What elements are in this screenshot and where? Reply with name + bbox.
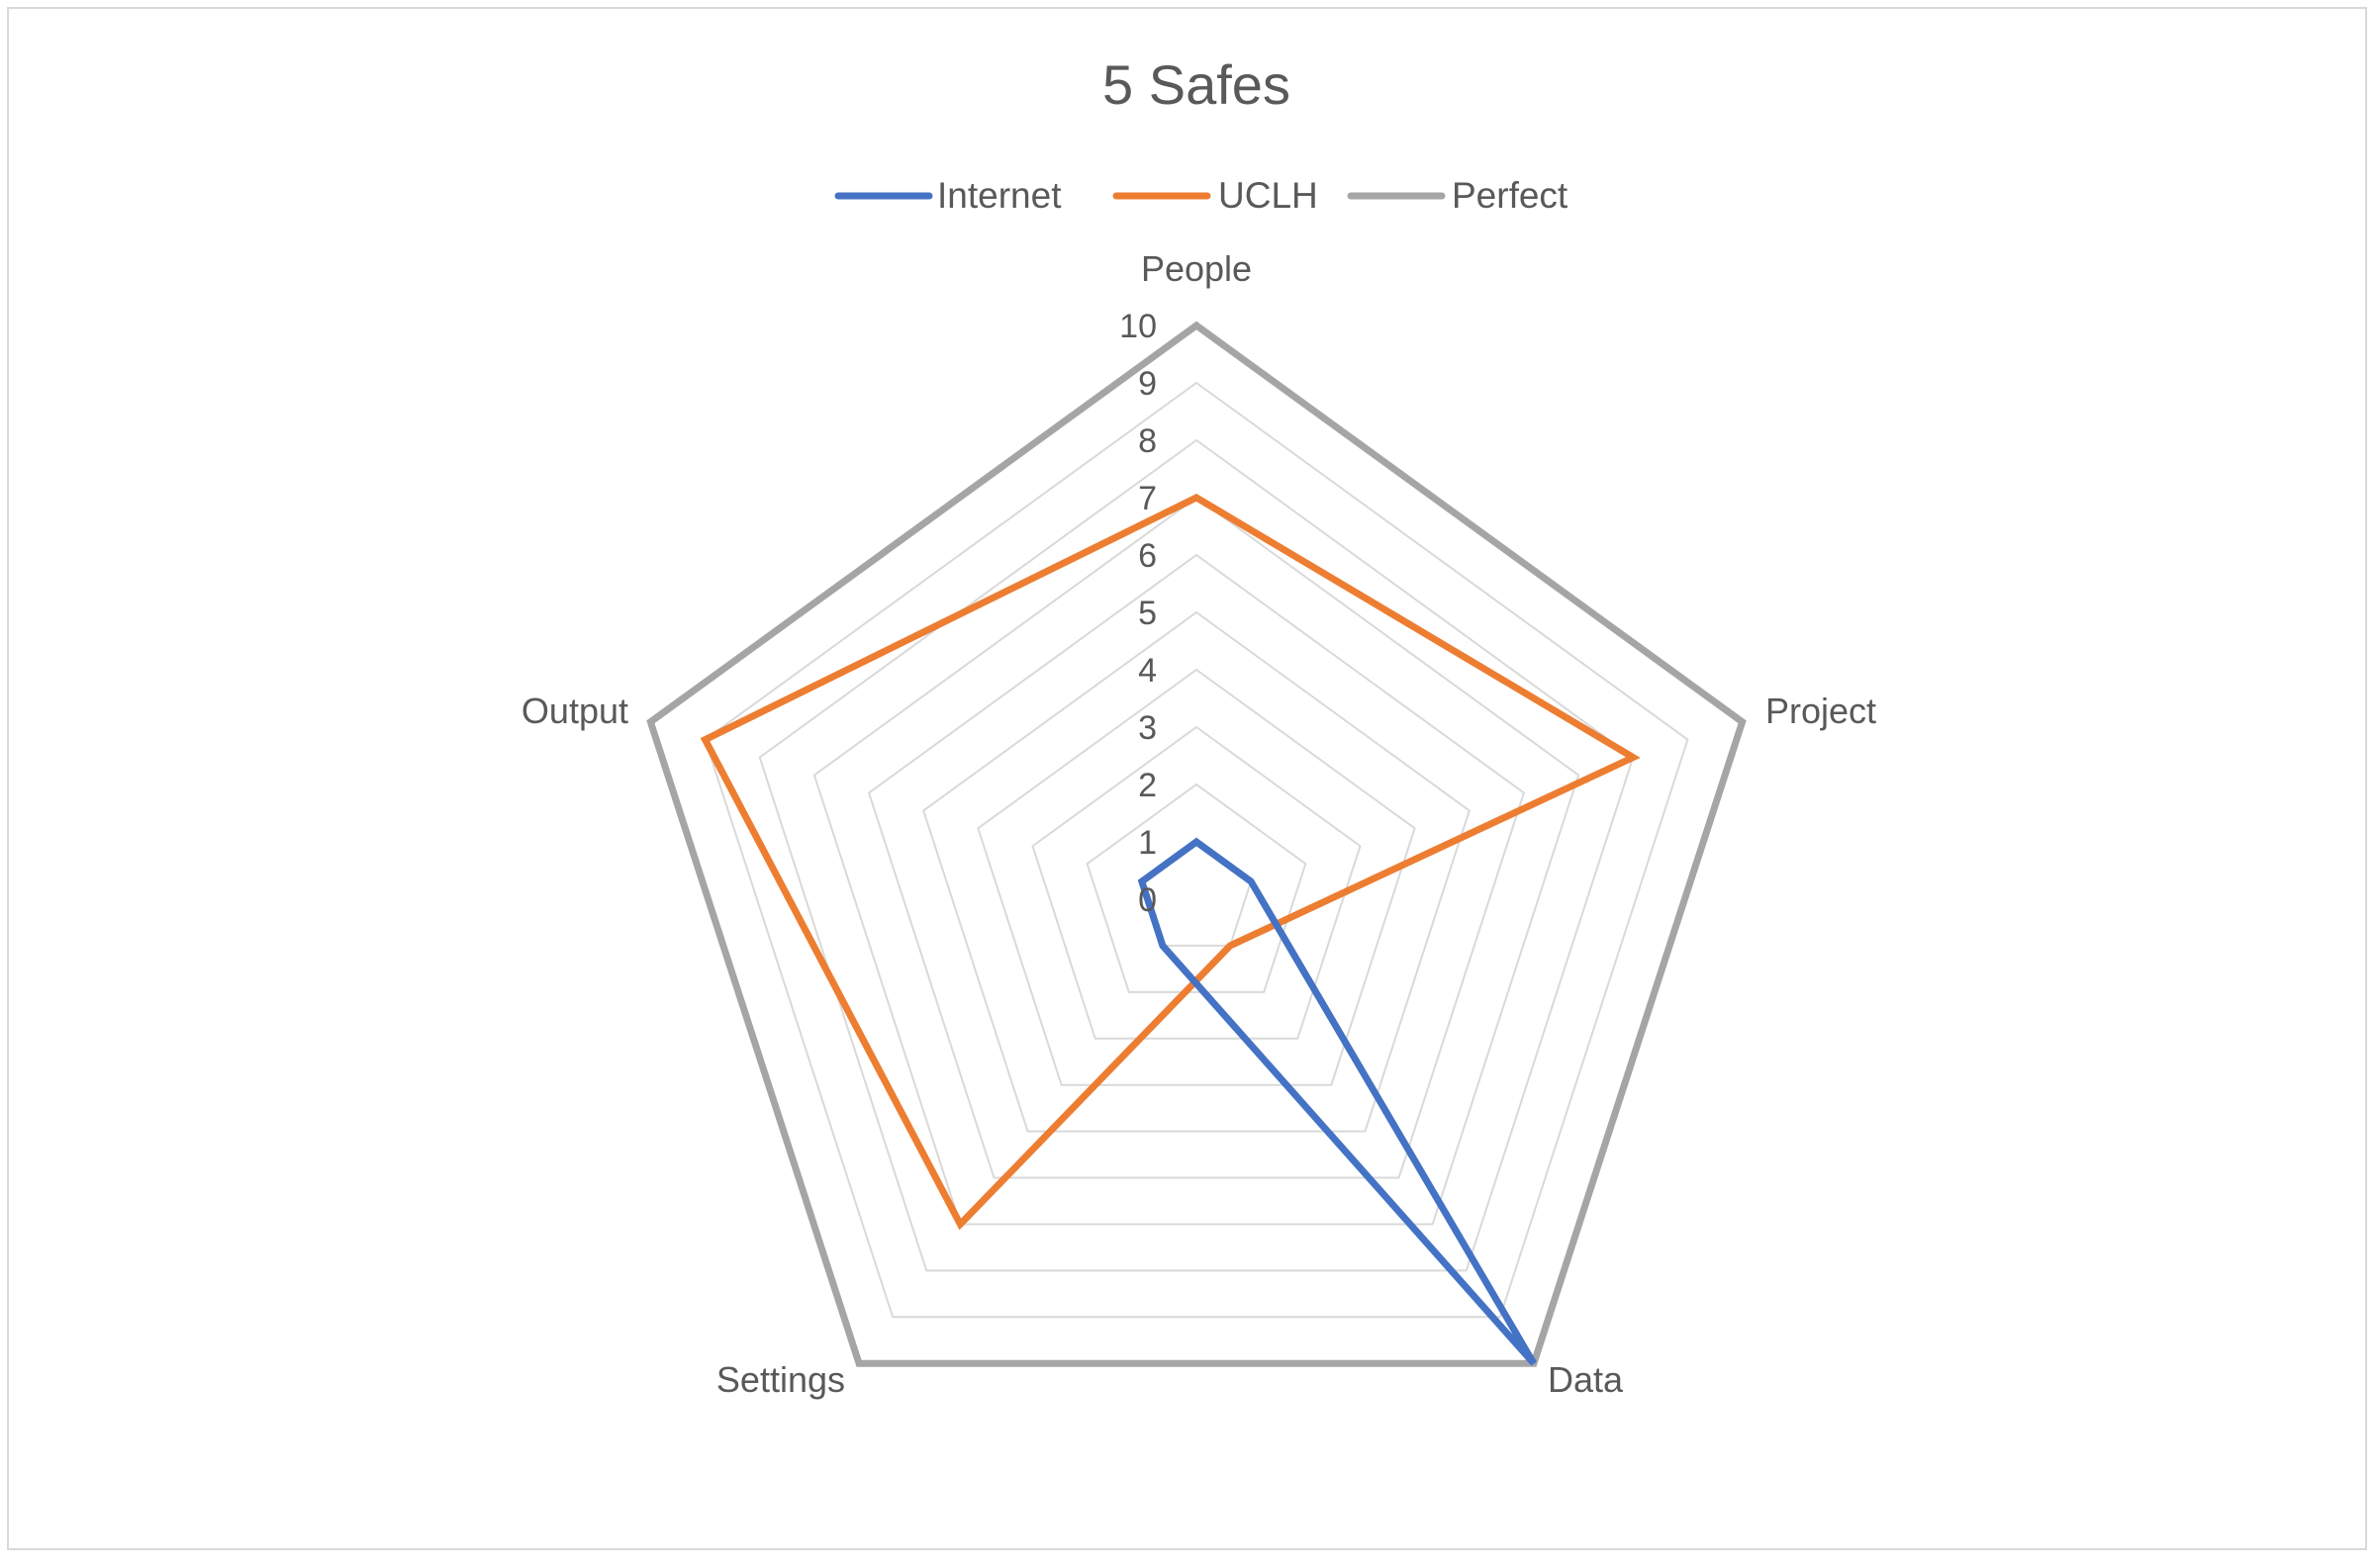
series-line-internet: [1142, 842, 1534, 1363]
axis-label-people: People: [1141, 248, 1252, 289]
grid-ring: [814, 498, 1578, 1224]
axis-label-data: Data: [1548, 1359, 1624, 1400]
legend: Internet UCLH Perfect: [838, 175, 1568, 216]
tick-label: 5: [1138, 595, 1157, 632]
tick-label: 4: [1138, 652, 1157, 690]
axis-label-output: Output: [522, 691, 628, 731]
radar-chart: 5 Safes Internet UCLH Perfect People Projec…: [9, 9, 2376, 1568]
tick-label: 9: [1138, 365, 1157, 403]
grid-ring: [1088, 784, 1306, 992]
legend-label-internet: Internet: [937, 175, 1062, 216]
tick-label: 3: [1138, 709, 1157, 747]
tick-label: 2: [1138, 767, 1157, 804]
tick-label: 6: [1138, 537, 1157, 575]
legend-label-perfect: Perfect: [1452, 175, 1568, 216]
axis-labels: People Project Data Settings Output: [522, 248, 1876, 1400]
tick-label: 1: [1138, 824, 1157, 862]
legend-label-uclh: UCLH: [1218, 175, 1318, 216]
series-layer: [650, 325, 1742, 1363]
grid: [706, 383, 1688, 1317]
chart-title: 5 Safes: [1102, 53, 1290, 116]
tick-label: 8: [1138, 422, 1157, 460]
axis-label-project: Project: [1765, 691, 1876, 731]
chart-frame: 5 Safes Internet UCLH Perfect People Projec…: [7, 7, 2367, 1550]
tick-label: 10: [1119, 308, 1157, 345]
axis-label-settings: Settings: [716, 1359, 845, 1400]
grid-ring: [760, 440, 1634, 1270]
tick-label: 7: [1138, 480, 1157, 517]
tick-labels: 0 1 2 3 4 5 6 7 8 9 10: [1119, 308, 1157, 919]
tick-label: 0: [1138, 881, 1157, 919]
